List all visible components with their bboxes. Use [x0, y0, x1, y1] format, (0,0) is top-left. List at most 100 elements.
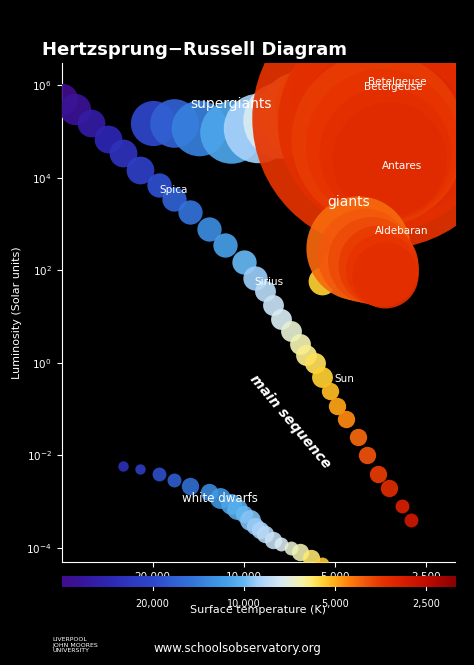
Point	[296, 547, 304, 558]
Point	[367, 255, 374, 265]
Point	[287, 325, 294, 336]
Text: www.schoolsobservatory.org: www.schoolsobservatory.org	[153, 642, 321, 655]
Text: 2,500: 2,500	[412, 598, 440, 608]
Point	[228, 126, 235, 137]
Point	[119, 148, 127, 158]
Text: Surface temperature (K): Surface temperature (K)	[191, 605, 326, 615]
Point	[269, 535, 277, 545]
Point	[374, 205, 382, 215]
Point	[367, 82, 374, 92]
Text: 5,000: 5,000	[321, 598, 348, 608]
Point	[261, 529, 269, 539]
Text: 20,000: 20,000	[136, 598, 170, 608]
Point	[378, 140, 385, 151]
Point	[345, 247, 352, 257]
Point	[137, 464, 144, 475]
Point	[319, 559, 326, 569]
Y-axis label: Luminosity (Solar units): Luminosity (Solar units)	[12, 246, 22, 379]
Point	[374, 76, 382, 87]
Point	[367, 215, 374, 225]
Point	[360, 87, 368, 98]
Point	[119, 460, 127, 471]
Point	[278, 114, 285, 125]
Point	[187, 207, 194, 217]
Point	[307, 553, 315, 563]
Point	[170, 474, 178, 485]
Point	[334, 400, 341, 411]
Text: giants: giants	[327, 195, 370, 209]
Point	[390, 186, 397, 197]
Point	[240, 257, 247, 267]
Point	[331, 96, 338, 106]
Point	[382, 68, 389, 78]
Point	[205, 223, 213, 234]
Point	[251, 272, 258, 283]
Point	[170, 118, 178, 129]
Point	[331, 567, 338, 577]
Point	[326, 386, 333, 396]
Point	[385, 483, 393, 493]
Point	[382, 194, 389, 204]
Point	[394, 140, 401, 151]
Point	[311, 358, 319, 368]
Point	[319, 275, 326, 286]
Point	[345, 92, 352, 102]
Point	[261, 286, 269, 297]
Point	[187, 481, 194, 491]
Point	[345, 575, 352, 586]
Point	[216, 493, 224, 503]
Point	[354, 243, 361, 253]
Point	[319, 372, 326, 382]
Text: Betelgeuse: Betelgeuse	[368, 77, 427, 87]
Point	[360, 249, 368, 260]
Point	[196, 122, 203, 133]
Point	[72, 104, 79, 115]
Point	[269, 299, 277, 310]
Text: LIVERPOOL
JOHN MOORES
UNIVERSITY: LIVERPOOL JOHN MOORES UNIVERSITY	[52, 637, 98, 653]
Point	[398, 501, 406, 511]
Point	[170, 194, 178, 204]
Point	[374, 134, 382, 144]
Point	[234, 503, 241, 514]
Point	[354, 432, 361, 442]
Text: Hertzsprung−Russell Diagram: Hertzsprung−Russell Diagram	[42, 41, 347, 59]
Point	[319, 101, 326, 112]
Text: main sequence: main sequence	[247, 372, 334, 471]
Point	[58, 94, 65, 104]
Point	[382, 148, 389, 158]
Point	[155, 469, 163, 479]
Text: Sirius: Sirius	[255, 277, 284, 287]
Point	[354, 235, 361, 245]
Point	[137, 164, 144, 175]
Point	[382, 269, 389, 280]
Point	[105, 134, 112, 144]
Point	[205, 487, 213, 497]
Text: Sun: Sun	[335, 374, 355, 384]
Point	[87, 118, 95, 129]
Point	[331, 265, 338, 276]
Point	[407, 515, 415, 525]
Point	[303, 349, 310, 360]
Point	[336, 257, 344, 267]
Text: 10,000: 10,000	[227, 598, 261, 608]
Point	[149, 118, 156, 129]
Point	[390, 131, 397, 142]
Point	[251, 521, 258, 531]
Point	[246, 515, 254, 525]
Text: Betelgeuse: Betelgeuse	[364, 82, 422, 92]
Point	[296, 339, 304, 350]
Point	[228, 499, 235, 509]
Point	[385, 154, 393, 165]
Point	[257, 524, 264, 535]
Text: white dwarfs: white dwarfs	[182, 491, 258, 505]
Point	[296, 108, 304, 118]
Point	[342, 414, 349, 425]
Point	[254, 122, 261, 133]
Point	[278, 539, 285, 550]
Text: supergiants: supergiants	[191, 96, 272, 110]
Point	[398, 180, 406, 190]
Point	[382, 118, 389, 129]
Point	[374, 469, 382, 479]
Text: Aldebaran: Aldebaran	[375, 226, 428, 236]
Point	[364, 450, 371, 461]
